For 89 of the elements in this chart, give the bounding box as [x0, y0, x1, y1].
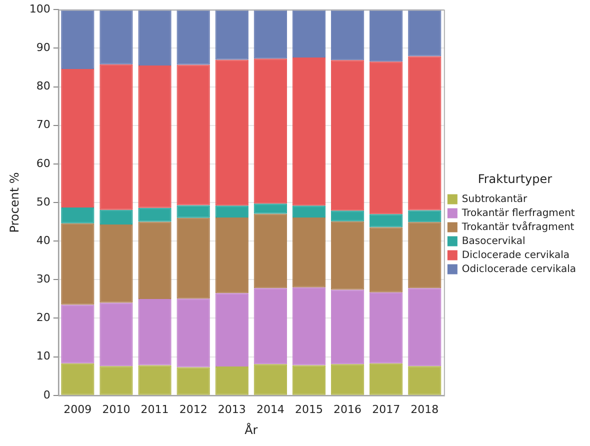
bar [176, 205, 210, 218]
bar [138, 66, 172, 208]
bar [138, 298, 172, 366]
bar [330, 221, 364, 290]
bar [215, 206, 248, 218]
bar [254, 58, 288, 204]
bar [138, 208, 172, 222]
bar [61, 10, 94, 70]
y-tick-label: 0 [43, 388, 50, 402]
bar [370, 292, 403, 364]
y-tick-label: 20 [36, 311, 50, 324]
bar [330, 290, 364, 364]
bar [292, 57, 326, 206]
x-tick-label: 2014 [256, 402, 284, 416]
bar [330, 10, 364, 60]
bar [292, 287, 326, 366]
bar [138, 10, 172, 66]
bar [254, 364, 288, 395]
x-tick-label: 2013 [218, 402, 246, 416]
bar [292, 218, 326, 288]
bar [254, 10, 288, 59]
bar [176, 218, 210, 299]
bar [408, 288, 442, 366]
y-tick-label: 40 [36, 234, 50, 247]
x-tick-label: 2016 [334, 402, 362, 416]
legend-title: Frakturtyper [478, 172, 552, 186]
y-tick-label: 30 [36, 272, 50, 286]
y-tick-label: 90 [36, 41, 50, 54]
bar [292, 10, 326, 58]
bar [292, 206, 326, 218]
bar [254, 214, 288, 288]
y-tick-label: 50 [36, 195, 50, 208]
bar [408, 56, 442, 210]
x-tick-label: 2018 [410, 402, 439, 416]
bar [370, 363, 403, 395]
x-tick-label: 2009 [64, 402, 92, 416]
y-tick-label: 100 [29, 2, 50, 16]
bar [61, 363, 94, 395]
bar [61, 223, 94, 305]
bar [330, 60, 364, 211]
bar [61, 304, 94, 364]
bar [215, 293, 248, 366]
bar [176, 298, 210, 368]
y-tick-label: 10 [36, 350, 50, 363]
legend-label: Basocervikal [462, 236, 526, 247]
bar [61, 69, 94, 208]
bar [176, 367, 210, 395]
x-tick-label: 2017 [372, 402, 400, 416]
bar [408, 222, 442, 288]
bar [100, 302, 133, 366]
bar [100, 64, 133, 210]
x-tick-label: 2011 [140, 402, 169, 416]
bar [100, 366, 133, 395]
bar [254, 288, 288, 364]
bar [370, 214, 403, 228]
bar [215, 60, 248, 206]
bar [100, 224, 133, 303]
y-tick-label: 70 [36, 118, 50, 132]
legend-label: Trokantär tvåfragment [460, 220, 574, 233]
y-tick-label: 80 [36, 80, 50, 93]
bar [370, 10, 403, 62]
bar [292, 365, 326, 395]
x-tick-label: 2012 [179, 402, 208, 416]
bar [215, 10, 248, 60]
legend-label: Subtrokantär [462, 194, 528, 205]
bar [330, 210, 364, 222]
bar [138, 222, 172, 299]
bar [370, 62, 403, 214]
bar [254, 204, 288, 214]
bar [176, 64, 210, 206]
x-tick-label: 2010 [102, 402, 130, 416]
y-tick-label: 60 [36, 156, 50, 170]
bar [408, 210, 442, 222]
bar [370, 227, 403, 292]
bar [408, 10, 442, 56]
bar [138, 365, 172, 395]
y-axis-title: Procent % [7, 172, 22, 233]
x-axis-title: År [244, 422, 258, 437]
legend-label: Odiclocerade cervikala [462, 264, 576, 275]
x-tick-label: 2015 [294, 402, 323, 416]
legend-label: Diclocerade cervikala [462, 250, 570, 261]
bar [100, 210, 133, 224]
bar [408, 366, 442, 395]
bar [176, 10, 210, 65]
legend-label: Trokantär flerfragment [460, 208, 575, 219]
bar [215, 218, 248, 294]
bar [330, 364, 364, 395]
bar [215, 366, 248, 395]
bar [61, 208, 94, 224]
